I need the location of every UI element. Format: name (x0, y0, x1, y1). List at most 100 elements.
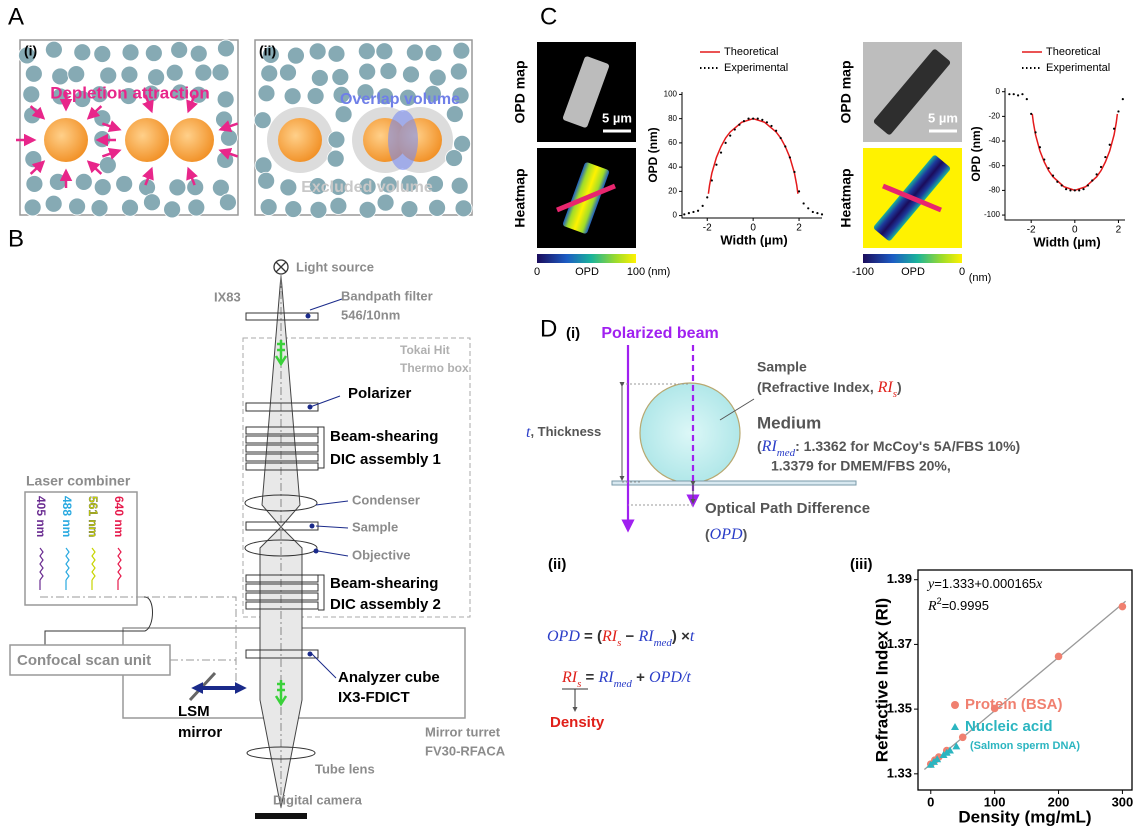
colloid (170, 118, 214, 162)
solvent-particle (287, 47, 304, 64)
label: Excluded volume (301, 179, 433, 196)
legend-label: Experimental (1046, 62, 1110, 74)
pointer-dot (310, 524, 315, 529)
rich-text-part: = (581, 669, 598, 686)
solvent-particle (45, 195, 62, 212)
label: IX3-FDICT (338, 689, 410, 706)
solvent-particle (45, 41, 62, 58)
sample-cell (640, 383, 740, 483)
rich-text-part: ) × (672, 628, 690, 645)
data-point (812, 211, 814, 213)
solvent-particle (429, 69, 446, 86)
solvent-particle (75, 173, 92, 190)
y-tick-label: 80 (668, 114, 677, 123)
solvent-particle (335, 106, 352, 123)
label: -100 (852, 266, 874, 278)
laser-wave (40, 548, 43, 590)
legend-label: Protein (BSA) (965, 696, 1063, 713)
laser-label: 561 nm (86, 496, 100, 537)
solvent-particle (217, 91, 234, 108)
label: Analyzer cube (338, 669, 440, 686)
label: Beam-shearing (330, 428, 438, 445)
laser-label: 488 nm (60, 496, 74, 537)
laser-wave (66, 548, 69, 590)
data-point (1034, 131, 1036, 133)
solvent-particle (23, 86, 40, 103)
y-tick-label: 1.39 (887, 571, 912, 586)
solvent-particle (280, 179, 297, 196)
rich-text: (OPD) (705, 526, 747, 543)
y-tick-label: 20 (668, 186, 677, 195)
y-axis-label: Refractive Index (RI) (872, 598, 891, 762)
label: (ii) (548, 556, 566, 573)
data-point (1039, 146, 1041, 148)
data-point (1061, 184, 1063, 186)
laser-wave (92, 548, 95, 590)
y-tick-label: -100 (984, 210, 1001, 219)
data-point (683, 213, 685, 215)
colorbar (537, 254, 636, 263)
substrate (612, 481, 856, 485)
data-point (711, 179, 713, 181)
data-point (1113, 128, 1115, 130)
label: (i) (24, 43, 37, 59)
label: Polarizer (348, 385, 412, 402)
solvent-particle (145, 45, 162, 62)
pointer (310, 299, 342, 310)
label: Thermo box (400, 361, 469, 375)
x-tick-label: 2 (796, 223, 802, 234)
rich-text-part: , Thickness (530, 424, 601, 439)
laser-label: 640 nm (112, 496, 126, 537)
label: Digital camera (273, 792, 363, 807)
legend-key (951, 723, 959, 730)
equation-part: =1.333+0.000165 (934, 576, 1036, 591)
solvent-particle (69, 198, 86, 215)
solvent-particle (188, 199, 205, 216)
label: Objective (352, 547, 411, 562)
label: OPD map (512, 60, 528, 123)
rich-text-part: = ( (580, 628, 602, 645)
solvent-particle (451, 177, 468, 194)
pointer-dot (314, 549, 319, 554)
solvent-particle (68, 66, 85, 83)
label: Overlap volume (340, 91, 460, 108)
solvent-particle (261, 65, 278, 82)
label: (nm) (648, 266, 671, 278)
label: 5 µm (928, 110, 958, 125)
y-tick-label: -60 (988, 161, 1000, 170)
data-point (1122, 98, 1124, 100)
data-point (1100, 166, 1102, 168)
solvent-particle (327, 150, 344, 167)
y-axis-label: OPD (nm) (646, 127, 660, 182)
label: (i) (566, 325, 580, 342)
y-tick-label: 60 (668, 138, 677, 147)
data-point (757, 118, 759, 120)
rich-text-part: (Refractive Index, (757, 379, 878, 395)
axes (1005, 88, 1125, 220)
data-point (1091, 179, 1093, 181)
solvent-particle (402, 66, 419, 83)
solvent-particle (24, 107, 41, 124)
label: Optical Path Difference (705, 500, 870, 517)
rich-text-part: RI (637, 628, 654, 645)
solvent-particle (401, 201, 418, 218)
label: Sample (757, 359, 807, 375)
solvent-particle (164, 201, 181, 218)
rich-text-part: OPD (710, 526, 743, 543)
data-point (1117, 110, 1119, 112)
y-tick-label: -80 (988, 186, 1000, 195)
colorbar (863, 254, 962, 263)
label: Polarized beam (601, 325, 718, 342)
label: OPD (901, 266, 925, 278)
solvent-particle (260, 199, 277, 216)
data-point (688, 212, 690, 214)
data-point (1048, 167, 1050, 169)
label: FV30-RFACA (425, 743, 506, 758)
colloid (44, 118, 88, 162)
data-point (1013, 93, 1015, 95)
label: Bandpath filter (341, 288, 433, 303)
rich-text-part: med (654, 637, 673, 649)
light-path (40, 597, 236, 690)
y-tick-label: 1.33 (887, 765, 912, 780)
data-point (734, 128, 736, 130)
